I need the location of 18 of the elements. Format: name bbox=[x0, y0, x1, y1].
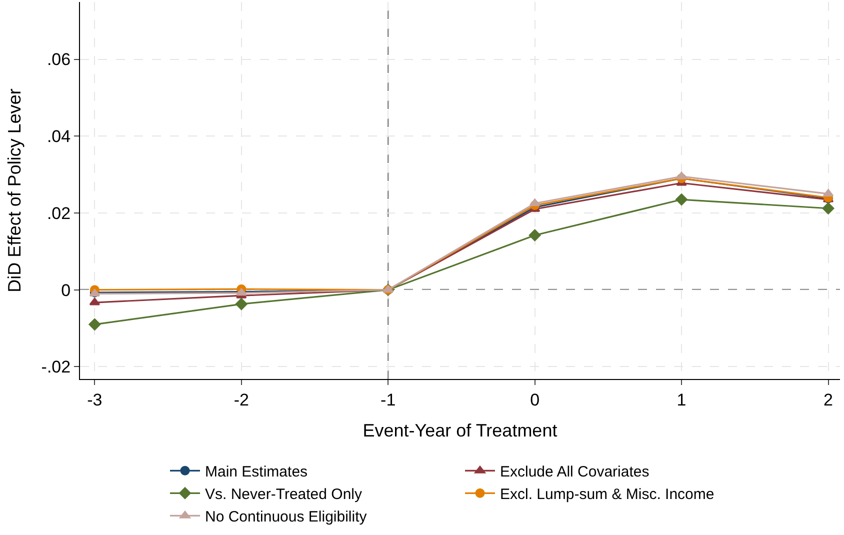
x-axis-title: Event-Year of Treatment bbox=[362, 420, 558, 440]
legend-label: No Continuous Eligibility bbox=[205, 508, 368, 526]
x-tick-label: -3 bbox=[87, 390, 102, 410]
legend-label: Exclude All Covariates bbox=[500, 464, 650, 480]
x-tick-label: -1 bbox=[380, 390, 396, 410]
x-tick-label: 2 bbox=[824, 390, 833, 410]
x-tick-label: -2 bbox=[234, 390, 249, 410]
legend-label: Main Estimates bbox=[205, 464, 308, 480]
y-tick-label: 0 bbox=[61, 280, 71, 300]
y-tick-label: .06 bbox=[46, 50, 71, 70]
y-tick-label: .04 bbox=[46, 127, 71, 146]
legend-label: Vs. Never-Treated Only bbox=[205, 486, 362, 503]
y-axis-title: DiD Effect of Policy Lever bbox=[4, 88, 25, 292]
y-tick-label: .02 bbox=[46, 204, 71, 223]
legend-label: Excl. Lump-sum & Misc. Income bbox=[500, 486, 714, 503]
x-tick-label: 1 bbox=[676, 390, 686, 410]
x-tick-label: 0 bbox=[530, 390, 540, 410]
y-tick-label: -.02 bbox=[41, 358, 71, 377]
